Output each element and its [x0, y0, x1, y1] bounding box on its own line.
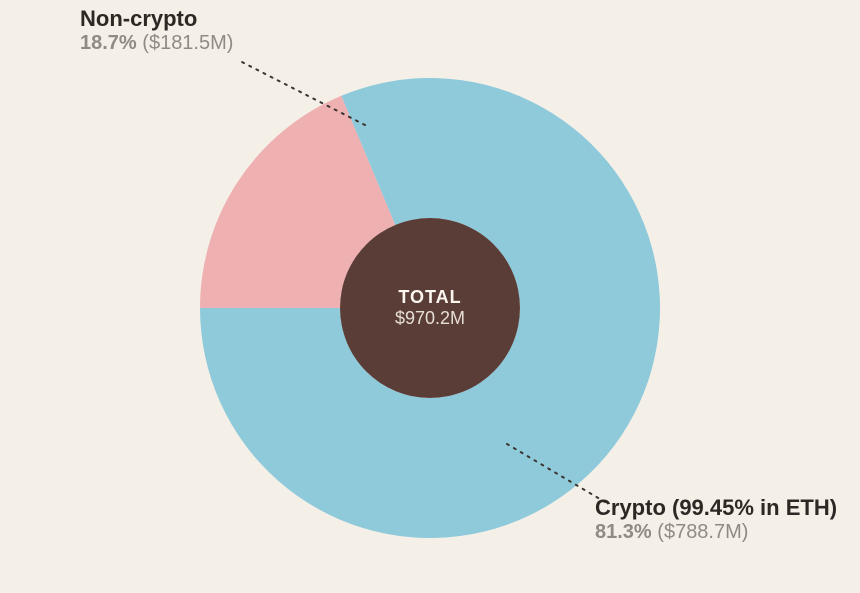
- slice-amount: ($788.7M): [657, 521, 748, 543]
- donut-center-label: TOTAL $970.2M: [395, 287, 465, 329]
- slice-pct: 18.7%: [80, 32, 137, 54]
- slice-title: Non-crypto: [80, 6, 233, 32]
- donut-chart: Non-crypto 18.7% ($181.5M) Crypto (99.45…: [0, 0, 860, 593]
- slice-subtitle: 81.3% ($788.7M): [595, 521, 837, 544]
- slice-label-crypto: Crypto (99.45% in ETH) 81.3% ($788.7M): [595, 495, 837, 544]
- slice-subtitle: 18.7% ($181.5M): [80, 32, 233, 55]
- slice-amount: ($181.5M): [142, 32, 233, 54]
- slice-pct: 81.3%: [595, 521, 652, 543]
- center-total-amount: $970.2M: [395, 308, 465, 329]
- slice-title: Crypto (99.45% in ETH): [595, 495, 837, 521]
- slice-label-non-crypto: Non-crypto 18.7% ($181.5M): [80, 6, 233, 55]
- center-total-title: TOTAL: [395, 287, 465, 308]
